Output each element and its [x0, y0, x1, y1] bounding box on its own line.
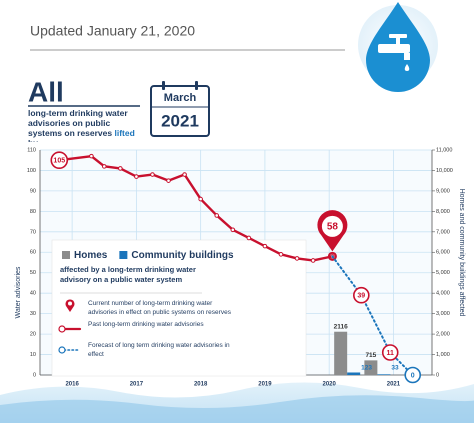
y2-tick-label: 6,000	[436, 250, 450, 256]
legend-pin	[65, 299, 75, 312]
bar-label: 33	[391, 365, 399, 372]
bar	[364, 360, 378, 375]
series-line	[331, 255, 414, 376]
legend	[51, 239, 307, 377]
point	[134, 174, 139, 179]
x-tick-label: 2018	[194, 382, 208, 388]
point	[310, 258, 316, 263]
y-tick-label: 40	[30, 291, 36, 297]
legend-swatch	[119, 251, 128, 259]
legend-label: Past long-term drinking water advisories	[88, 321, 204, 328]
legend-note: affected by a long-term drinking water a…	[60, 265, 196, 284]
y2-tick-label: 0	[436, 372, 439, 378]
y-tick-label: 50	[30, 270, 36, 276]
x-tick-label: 2020	[323, 382, 337, 388]
value-bubble	[50, 151, 69, 170]
point	[230, 227, 236, 233]
wave	[0, 395, 474, 423]
headline-highlight: lifted	[114, 128, 135, 138]
legend-note-box: affected by a long-term drinking water a…	[60, 265, 196, 284]
point	[118, 166, 123, 171]
point	[150, 172, 155, 177]
y2-axis-label: Homes and community buildings affected	[458, 189, 465, 317]
calendar-ring	[195, 81, 198, 90]
bar	[334, 331, 348, 375]
point	[246, 235, 252, 241]
y2-tick-label: 4,000	[436, 291, 450, 297]
point	[214, 213, 220, 218]
bar-label: 715	[365, 352, 376, 359]
x-tick-label: 2017	[130, 382, 144, 388]
headline-text: long-term drinking water advisories on p…	[28, 108, 146, 142]
legend-label: Forecast of long term drinking water adv…	[88, 342, 230, 358]
legend-marker	[58, 325, 66, 333]
bar	[377, 374, 391, 375]
value-bubble	[404, 366, 422, 384]
point	[294, 256, 300, 261]
legend-label-box: Past long-term drinking water advisories	[88, 321, 204, 328]
y2-tick-label: 2,000	[436, 332, 450, 338]
y2-tick-label: 1,000	[436, 352, 450, 358]
y2-tick-label: 3,000	[436, 311, 450, 317]
value-bubble	[353, 286, 370, 304]
x-tick-label: 2019	[258, 382, 272, 388]
y-tick-label: 0	[33, 372, 36, 378]
bar	[347, 372, 361, 375]
value-bubble	[381, 344, 399, 361]
y-axis-label: Water advisories	[15, 266, 22, 318]
point	[89, 153, 94, 159]
y-tick-label: 100	[27, 168, 36, 174]
calendar-ring	[162, 81, 165, 90]
updated-date: Updated January 21, 2020	[30, 23, 195, 39]
headline-box: long-term drinking water advisories on p…	[28, 108, 146, 142]
y2-tick-label: 10,000	[436, 168, 453, 174]
headline-end: by	[28, 138, 38, 142]
y-tick-label: 70	[30, 229, 36, 235]
x-tick-label: 2021	[387, 382, 401, 388]
legend-label: Community buildings	[131, 250, 234, 261]
calendar	[150, 85, 210, 137]
point	[262, 243, 268, 249]
y2-tick-label: 8,000	[436, 209, 450, 215]
point	[166, 178, 171, 183]
y-tick-label: 20	[30, 332, 36, 338]
legend-label: Current number of long-term drinking wat…	[88, 300, 231, 316]
y-tick-label: 30	[30, 311, 36, 317]
y-tick-label: 10	[30, 352, 36, 358]
headline-big: All	[28, 76, 64, 107]
legend-label-box: Current number of long-term drinking wat…	[88, 300, 231, 316]
legend-marker	[58, 346, 66, 354]
value-label: 0	[411, 372, 415, 379]
y-tick-label: 80	[30, 209, 36, 215]
legend-pin-dot	[68, 301, 72, 306]
plot: 010203040506070809010011001,0002,0003,00…	[15, 147, 465, 387]
y-tick-label: 110	[27, 147, 36, 153]
bar-label: 123	[361, 365, 372, 372]
y2-tick-label: 9,000	[436, 188, 450, 194]
y2-tick-label: 5,000	[436, 270, 450, 276]
calendar-year: 2021	[161, 111, 199, 130]
y-tick-label: 60	[30, 250, 36, 256]
value-label: 58	[327, 222, 339, 233]
y-tick-label: 90	[30, 188, 36, 194]
calendar-month: March	[164, 92, 197, 104]
x-tick-label: 2016	[65, 382, 79, 388]
legend-label: Homes	[74, 250, 108, 261]
value-label: 105	[53, 158, 65, 165]
value-label: 39	[357, 293, 365, 300]
point	[198, 196, 203, 202]
y2-tick-label: 7,000	[436, 229, 450, 235]
legend-swatch	[62, 251, 70, 259]
faucet-icon	[378, 34, 410, 71]
bar-label: 2116	[334, 323, 348, 330]
point	[182, 172, 187, 177]
y2-tick-label: 11,000	[436, 147, 452, 153]
headline-body: long-term drinking water advisories on p…	[28, 108, 128, 138]
point	[101, 164, 107, 169]
legend-label-box: Forecast of long term drinking water adv…	[88, 342, 230, 358]
value-label: 11	[387, 350, 395, 357]
point	[278, 252, 284, 257]
pin-face	[321, 215, 343, 237]
